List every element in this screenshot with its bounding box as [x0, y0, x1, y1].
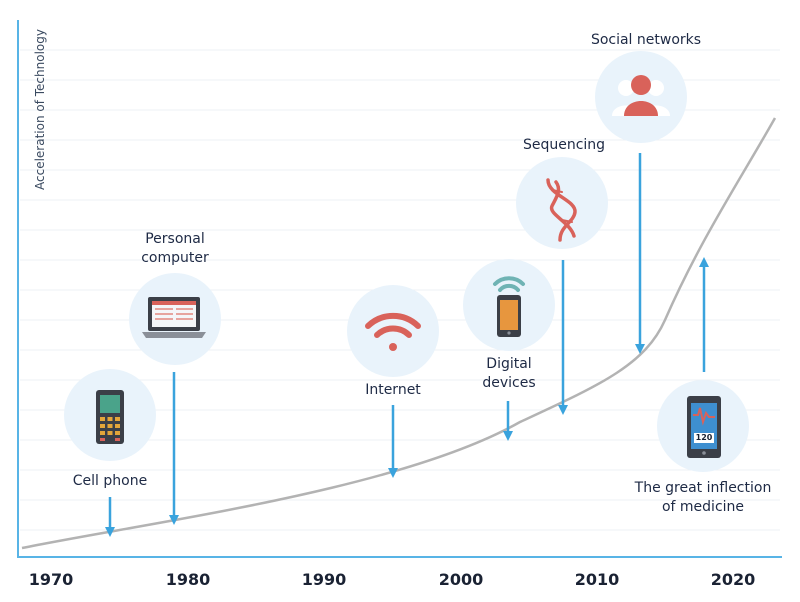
y-axis-label: Acceleration of Technology	[33, 29, 47, 190]
label-cell-phone: Cell phone	[72, 473, 148, 489]
medical-tablet-icon	[687, 396, 721, 458]
label-digital-devices: Digital devices	[482, 356, 536, 391]
label-medicine: The great inflection of medicine	[634, 480, 772, 515]
label-personal-computer: Personal computer	[141, 231, 209, 266]
x-tick-2010: 2010	[574, 570, 620, 589]
x-tick-1970: 1970	[28, 570, 74, 589]
label-sequencing: Sequencing	[522, 137, 606, 153]
tablet-readout: 120	[695, 433, 713, 442]
x-tick-1990: 1990	[301, 570, 347, 589]
x-tick-2000: 2000	[438, 570, 484, 589]
acceleration-curve	[21, 117, 777, 550]
arrows	[105, 153, 709, 537]
social-networks-circle	[595, 51, 687, 143]
dna-icon	[546, 178, 577, 242]
laptop-icon	[142, 297, 206, 338]
wifi-icon	[365, 312, 421, 351]
x-tick-2020: 2020	[710, 570, 756, 589]
label-social-networks: Social networks	[590, 32, 702, 48]
label-internet: Internet	[365, 382, 421, 398]
x-tick-1980: 1980	[165, 570, 211, 589]
smartphone-icon	[493, 276, 525, 337]
people-icon	[612, 75, 670, 116]
cell-phone-icon	[96, 390, 124, 444]
sequencing-circle	[516, 157, 608, 249]
